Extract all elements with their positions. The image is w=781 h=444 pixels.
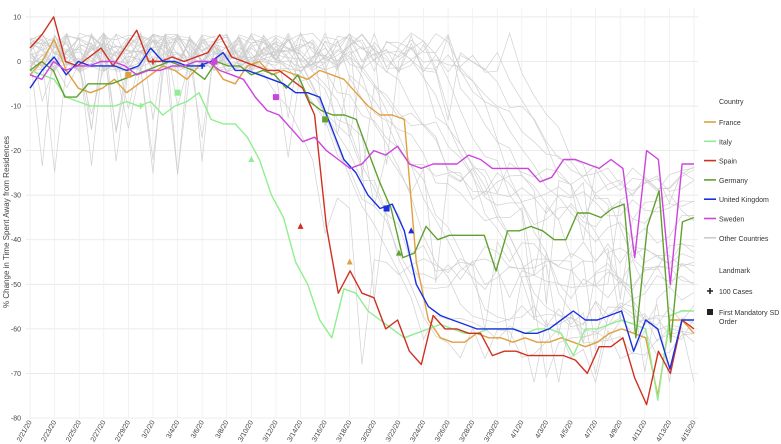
landmark-plus-marker	[199, 62, 206, 69]
x-tick-label: 4/7/20	[584, 419, 600, 439]
y-tick-label: 0	[17, 59, 21, 66]
x-tick-label: 2/29/20	[114, 419, 132, 443]
landmark-plus-marker	[149, 58, 156, 65]
legend-plus-icon	[707, 288, 713, 294]
x-tick-label: 3/14/20	[287, 419, 305, 443]
other-country-line	[29, 33, 695, 228]
x-tick-label: 4/11/20	[631, 419, 649, 442]
other-country-line	[29, 32, 695, 271]
legend-label: Germany	[719, 178, 748, 185]
x-tick-label: 3/10/20	[237, 419, 255, 443]
y-tick-label: -20	[11, 148, 21, 155]
legend-label: United Kingdom	[719, 197, 769, 204]
legend-landmark-title: Landmark	[719, 268, 751, 275]
x-tick-label: 3/26/20	[434, 419, 452, 443]
landmark-square-marker	[383, 205, 390, 212]
series-line-united-kingdom	[29, 47, 694, 370]
y-tick-label: -60	[11, 326, 21, 333]
y-axis-ticks: -80 -70 -60 -50 -40 -30 -20 -10 0 10	[11, 14, 21, 422]
other-countries-lines	[29, 31, 695, 384]
x-tick-label: 3/16/20	[311, 419, 329, 443]
legend: Country France Italy Spain Germany United Ki…	[704, 99, 779, 326]
y-tick-label: -30	[11, 193, 21, 200]
legend-landmarks: 100 Cases First Mandatory SD Order	[707, 288, 779, 326]
x-tick-label: 4/9/20	[608, 419, 624, 439]
other-country-line	[29, 32, 695, 373]
legend-label: Spain	[719, 159, 737, 166]
other-country-line	[29, 31, 695, 320]
other-country-line	[29, 32, 695, 384]
x-tick-label: 2/23/20	[41, 419, 59, 443]
x-tick-label: 4/5/20	[559, 419, 575, 439]
other-country-line	[29, 33, 695, 287]
x-tick-label: 2/21/20	[16, 419, 34, 443]
other-country-line	[29, 33, 695, 352]
x-tick-label: 4/15/20	[680, 419, 698, 443]
x-tick-label: 3/6/20	[190, 419, 206, 439]
other-country-line	[29, 33, 695, 383]
x-tick-label: 4/13/20	[655, 419, 673, 443]
other-country-line	[29, 31, 695, 375]
other-country-line	[29, 34, 695, 383]
landmark-triangle-marker	[297, 222, 304, 229]
x-tick-label: 3/20/20	[360, 419, 378, 443]
series-line-italy	[29, 69, 694, 401]
legend-entries: France Italy Spain Germany United Kingdom Swe…	[704, 120, 769, 243]
other-country-line	[29, 32, 695, 300]
x-tick-label: 2/27/20	[90, 419, 108, 443]
landmark-triangle-marker	[346, 258, 353, 265]
grid-lines	[26, 8, 698, 419]
y-tick-label: -50	[11, 282, 21, 289]
x-tick-label: 3/30/20	[483, 419, 501, 443]
x-tick-label: 3/24/20	[409, 419, 427, 443]
x-tick-label: 4/1/20	[510, 419, 526, 439]
landmark-square-marker	[174, 89, 181, 96]
y-axis-label: % Change in Time Spent Away from Residen…	[2, 136, 11, 308]
x-tick-label: 3/12/20	[262, 419, 280, 443]
legend-label: France	[719, 120, 741, 127]
series-lines	[29, 16, 695, 406]
other-country-line	[29, 32, 695, 357]
legend-label: Italy	[719, 139, 732, 146]
legend-landmark-label: First Mandatory SD Order	[719, 310, 779, 326]
series-line-sweden	[29, 60, 694, 285]
x-tick-label: 4/3/20	[534, 419, 550, 439]
legend-label: Sweden	[719, 217, 744, 224]
landmark-square-marker	[125, 71, 132, 78]
other-country-line	[29, 32, 695, 378]
y-tick-label: -70	[11, 371, 21, 378]
landmark-triangle-marker	[248, 156, 255, 163]
y-tick-label: -40	[11, 237, 21, 244]
x-axis-ticks: 2/21/20 2/23/20 2/25/20 2/27/20 2/29/20 3/2/2…	[16, 419, 698, 443]
y-tick-label: 10	[13, 14, 21, 21]
other-country-line	[29, 32, 695, 344]
other-country-line	[29, 33, 695, 300]
y-tick-label: -80	[11, 416, 21, 423]
landmark-plus-marker	[137, 103, 144, 110]
other-country-line	[29, 32, 695, 244]
x-tick-label: 2/25/20	[65, 419, 83, 443]
x-tick-label: 3/4/20	[165, 419, 181, 439]
series-line-spain	[29, 16, 695, 406]
series-line-france	[29, 38, 695, 397]
other-country-line	[29, 33, 695, 346]
other-country-line	[29, 32, 695, 383]
legend-landmark-label: 100 Cases	[719, 289, 753, 296]
landmark-triangle-marker	[395, 249, 402, 256]
x-tick-label: 3/28/20	[459, 419, 477, 443]
x-tick-label: 3/18/20	[336, 419, 354, 443]
x-tick-label: 3/8/20	[215, 419, 231, 439]
landmark-square-marker	[272, 94, 279, 101]
landmark-square-marker	[211, 58, 218, 65]
y-tick-label: -10	[11, 104, 21, 111]
legend-label: Other Countries	[719, 236, 769, 243]
x-tick-label: 3/2/20	[141, 419, 157, 439]
landmark-markers	[125, 58, 415, 265]
legend-country-title: Country	[719, 99, 744, 106]
landmark-square-marker	[322, 116, 329, 123]
legend-square-icon	[707, 309, 713, 315]
x-tick-label: 3/22/20	[385, 419, 403, 443]
landmark-triangle-marker	[408, 227, 415, 234]
